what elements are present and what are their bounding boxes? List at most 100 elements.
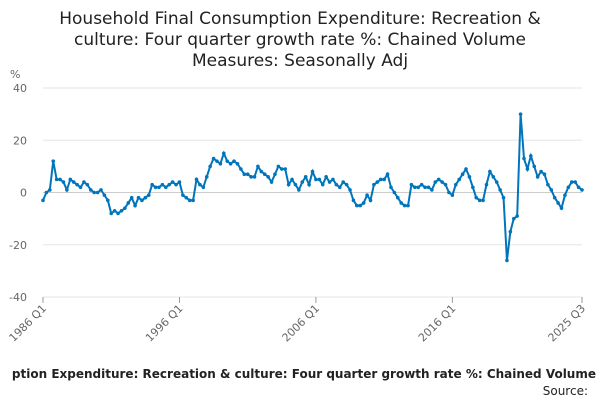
- x-tick-label: 2025 Q3: [546, 302, 589, 345]
- data-point: [580, 188, 584, 192]
- data-point: [406, 203, 410, 208]
- data-point: [123, 206, 127, 210]
- y-tick-label: 0: [20, 187, 27, 200]
- data-point: [467, 175, 472, 179]
- data-point: [389, 185, 393, 190]
- data-point: [529, 154, 533, 158]
- data-point: [409, 182, 414, 187]
- data-point: [266, 175, 270, 179]
- data-point: [85, 182, 90, 187]
- data-point: [355, 203, 359, 208]
- data-point: [556, 201, 560, 205]
- data-point: [218, 161, 223, 166]
- data-point: [198, 182, 202, 187]
- data-point: [522, 156, 526, 161]
- data-point: [460, 172, 465, 177]
- data-point: [41, 198, 45, 203]
- data-point: [235, 161, 240, 166]
- data-point: [402, 203, 407, 208]
- data-point: [225, 159, 230, 163]
- data-point: [569, 180, 574, 184]
- data-point: [259, 169, 264, 174]
- data-point: [153, 185, 158, 190]
- data-point: [116, 211, 120, 216]
- data-point: [423, 185, 427, 190]
- chart-title: Measures: Seasonally Adj: [192, 51, 408, 71]
- data-point: [249, 175, 253, 179]
- chart-title: Household Final Consumption Expenditure:…: [59, 9, 541, 29]
- data-point: [549, 188, 554, 192]
- data-point: [341, 180, 346, 184]
- data-point: [337, 185, 342, 190]
- y-axis-label: %: [10, 68, 20, 81]
- data-point: [413, 185, 417, 190]
- data-point: [201, 185, 206, 190]
- data-point: [286, 182, 291, 187]
- data-point: [177, 180, 182, 184]
- data-point: [447, 190, 451, 195]
- data-point: [273, 172, 277, 177]
- data-point: [576, 185, 581, 190]
- data-point: [68, 177, 73, 182]
- data-point: [443, 182, 448, 187]
- data-point: [334, 182, 339, 187]
- data-point: [211, 156, 216, 161]
- data-point: [150, 182, 154, 187]
- data-point: [464, 167, 468, 171]
- data-point: [491, 175, 496, 179]
- data-point: [95, 190, 100, 195]
- chart-title: culture: Four quarter growth rate %: Cha…: [74, 30, 526, 50]
- data-point: [61, 180, 66, 184]
- data-point: [157, 185, 161, 190]
- data-point: [300, 180, 305, 184]
- data-point: [307, 182, 311, 187]
- data-point: [126, 201, 131, 205]
- data-point: [573, 180, 577, 184]
- data-point: [515, 214, 519, 218]
- data-point: [440, 180, 444, 184]
- data-point: [303, 175, 308, 179]
- data-point: [566, 185, 571, 190]
- data-point: [146, 193, 151, 197]
- data-point: [170, 180, 175, 184]
- footer-title: ption Expenditure: Recreation & culture:…: [12, 367, 596, 381]
- data-point: [348, 188, 352, 192]
- data-point: [436, 177, 441, 182]
- x-tick-label: 2006 Q1: [279, 302, 322, 345]
- footer-source: Source:: [543, 384, 588, 398]
- data-point: [75, 182, 79, 187]
- data-point: [276, 164, 281, 169]
- data-point: [232, 159, 236, 163]
- data-point: [518, 112, 523, 116]
- data-point: [385, 172, 390, 177]
- data-point: [511, 216, 516, 221]
- y-tick-label: 20: [13, 134, 27, 147]
- data-point: [535, 175, 540, 179]
- data-point: [92, 190, 96, 195]
- x-tick-label: 1986 Q1: [7, 302, 50, 345]
- data-point: [426, 185, 431, 190]
- data-point: [546, 182, 550, 187]
- series-line: [42, 114, 583, 261]
- data-point: [505, 258, 509, 263]
- data-point: [167, 182, 172, 187]
- data-point: [252, 175, 257, 179]
- data-point: [457, 177, 461, 182]
- data-point: [382, 177, 386, 182]
- data-point: [314, 177, 318, 182]
- data-point: [552, 195, 557, 200]
- data-point: [331, 177, 335, 182]
- data-point: [477, 198, 482, 203]
- data-point: [310, 169, 315, 174]
- data-point: [378, 177, 383, 182]
- data-point: [474, 195, 479, 200]
- data-point: [419, 182, 424, 187]
- data-point: [327, 180, 332, 184]
- data-point: [293, 182, 298, 187]
- data-point: [283, 167, 288, 171]
- data-point: [136, 195, 141, 200]
- data-point: [184, 195, 189, 200]
- data-point: [501, 195, 506, 200]
- data-point: [392, 190, 397, 195]
- data-point: [481, 198, 485, 203]
